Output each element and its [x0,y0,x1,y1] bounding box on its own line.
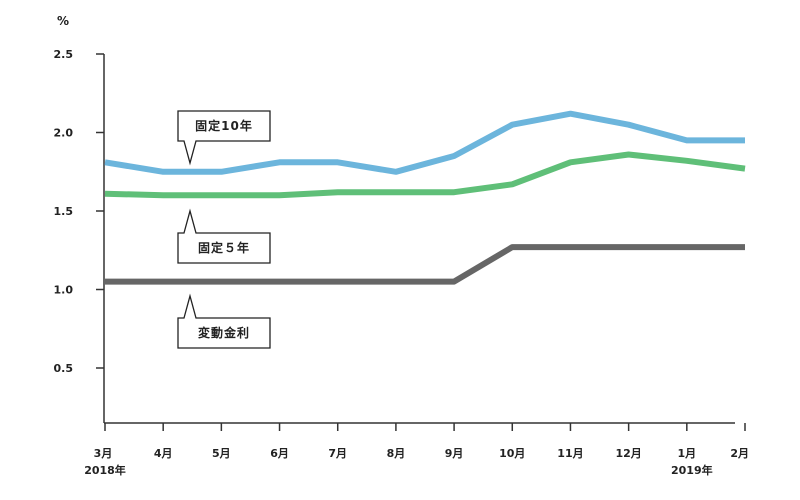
series-name-label: 固定10年 [195,118,253,133]
x-tick-label: 11月 [557,447,583,460]
x-tick-label: 1月 [677,447,696,460]
series-line [104,151,746,199]
x-tick-label: 7月 [328,447,347,460]
y-tick-label: 0.5 [54,362,74,375]
series-name-label: 固定５年 [198,240,250,255]
x-year-label: 2019年 [671,463,713,477]
y-tick-label: 1.5 [54,205,74,218]
series-line [105,244,745,285]
x-tick-label: 8月 [387,447,406,460]
x-tick-label: 9月 [445,447,464,460]
y-tick-label: 2.0 [54,127,74,140]
x-tick-label: 2月 [730,447,749,460]
chart-axes [96,53,746,431]
y-tick-label: 2.5 [54,48,74,61]
series-line [104,110,745,175]
x-tick-label: 3月 [94,447,113,460]
series-callout-box [177,110,271,166]
x-tick-label: 5月 [212,447,231,460]
series-callout-box [177,208,271,264]
y-tick-label: 1.0 [54,284,74,297]
chart-series [104,110,746,285]
x-tick-label: 10月 [499,447,525,460]
x-tick-label: 12月 [615,447,641,460]
y-unit-label: % [57,14,69,28]
series-name-label: 変動金利 [198,325,250,340]
chart-tick-labels: 0.5 1.0 1.5 2.0 2.5 3月 4月 5月 6月 7月 8月 9月 10月 11月 12月 1月… [54,48,750,477]
x-year-label: 2018年 [84,463,126,477]
series-callout-box [177,293,271,349]
x-tick-label: 6月 [270,447,289,460]
x-tick-label: 4月 [154,447,173,460]
